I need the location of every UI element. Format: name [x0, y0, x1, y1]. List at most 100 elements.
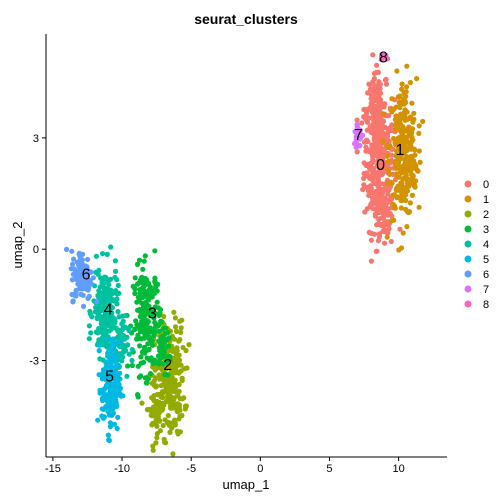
- point-cluster-0: [366, 192, 372, 198]
- point-cluster-2: [160, 406, 166, 412]
- point-cluster-1: [396, 153, 402, 159]
- point-cluster-5: [110, 406, 116, 412]
- point-cluster-3: [161, 350, 167, 357]
- point-cluster-6: [85, 256, 91, 262]
- point-cluster-0: [360, 186, 366, 193]
- point-cluster-5: [99, 413, 105, 419]
- point-cluster-0: [372, 126, 378, 132]
- point-cluster-2: [176, 338, 182, 344]
- point-cluster-2: [153, 375, 159, 381]
- point-cluster-0: [361, 139, 368, 145]
- point-cluster-0: [367, 86, 373, 92]
- point-cluster-2: [162, 381, 168, 387]
- point-cluster-4: [124, 334, 130, 340]
- point-cluster-0: [389, 152, 395, 158]
- point-cluster-1: [403, 93, 409, 99]
- point-cluster-0: [377, 116, 383, 122]
- legend-swatch-0: [464, 180, 472, 188]
- point-cluster-1: [420, 118, 426, 124]
- point-cluster-6: [69, 277, 75, 283]
- point-cluster-2: [179, 412, 185, 419]
- point-cluster-0: [371, 200, 377, 206]
- point-cluster-3: [150, 290, 156, 296]
- point-cluster-6: [84, 286, 90, 292]
- point-cluster-5: [96, 348, 102, 354]
- point-cluster-5: [103, 376, 109, 383]
- point-cluster-4: [107, 298, 113, 304]
- point-cluster-1: [391, 203, 398, 209]
- point-cluster-1: [384, 153, 390, 159]
- x-axis-title: umap_1: [223, 477, 270, 492]
- point-cluster-1: [398, 205, 404, 211]
- point-cluster-1: [414, 76, 420, 82]
- point-cluster-0: [381, 227, 387, 233]
- point-cluster-3: [155, 353, 162, 359]
- point-cluster-0: [370, 78, 376, 85]
- cluster-label-6: 6: [82, 266, 91, 283]
- point-cluster-3: [138, 329, 144, 335]
- point-cluster-2: [164, 420, 170, 426]
- point-cluster-2: [161, 313, 167, 320]
- point-cluster-8: [385, 56, 391, 62]
- point-cluster-1: [397, 104, 403, 111]
- legend-swatch-8: [464, 300, 472, 308]
- point-cluster-5: [104, 336, 110, 342]
- point-cluster-3: [132, 326, 138, 332]
- point-cluster-3: [146, 346, 152, 352]
- legend-swatch-7: [464, 285, 472, 293]
- point-cluster-4: [97, 356, 103, 362]
- point-cluster-0: [369, 142, 375, 148]
- point-cluster-2: [186, 342, 192, 348]
- point-cluster-0: [376, 216, 382, 223]
- cluster-label-0: 0: [376, 157, 385, 174]
- y-tick-label: 3: [33, 133, 39, 145]
- point-cluster-3: [156, 328, 162, 334]
- point-cluster-0: [380, 215, 386, 221]
- point-cluster-4: [129, 347, 135, 353]
- point-cluster-4: [95, 292, 101, 299]
- point-cluster-3: [146, 287, 152, 293]
- point-cluster-3: [142, 253, 148, 259]
- point-cluster-4: [86, 323, 92, 329]
- point-cluster-4: [86, 336, 92, 342]
- point-cluster-6: [80, 303, 87, 309]
- point-cluster-3: [138, 354, 144, 360]
- point-cluster-2: [165, 413, 171, 419]
- point-cluster-6: [80, 251, 86, 257]
- point-cluster-1: [416, 123, 422, 129]
- point-cluster-3: [157, 307, 164, 313]
- point-cluster-1: [388, 179, 394, 185]
- point-cluster-1: [403, 192, 409, 198]
- point-cluster-3: [140, 266, 146, 272]
- point-cluster-5: [105, 432, 111, 438]
- point-cluster-0: [377, 86, 383, 92]
- point-cluster-0: [373, 132, 379, 138]
- point-cluster-8: [380, 54, 387, 61]
- point-cluster-0: [361, 182, 367, 188]
- point-cluster-3: [134, 336, 140, 342]
- point-cluster-7: [357, 136, 363, 142]
- point-cluster-0: [386, 206, 392, 212]
- point-cluster-3: [145, 341, 151, 347]
- point-cluster-0: [361, 107, 367, 113]
- point-cluster-4: [124, 373, 130, 379]
- point-cluster-0: [366, 229, 372, 235]
- point-cluster-3: [167, 357, 173, 363]
- point-cluster-2: [179, 317, 185, 323]
- point-cluster-1: [406, 129, 412, 135]
- legend-swatch-4: [464, 240, 472, 248]
- point-cluster-2: [178, 368, 184, 374]
- legend-swatch-2: [464, 210, 472, 218]
- point-cluster-3: [165, 372, 171, 378]
- point-cluster-2: [139, 400, 145, 406]
- point-cluster-5: [108, 348, 114, 354]
- point-cluster-1: [403, 100, 409, 106]
- point-cluster-3: [147, 371, 154, 377]
- point-cluster-5: [101, 391, 107, 397]
- point-cluster-1: [409, 179, 416, 185]
- point-cluster-5: [95, 417, 101, 423]
- legend-label-7: 7: [483, 284, 489, 296]
- point-cluster-0: [368, 92, 375, 98]
- point-cluster-4: [107, 323, 113, 329]
- point-cluster-0: [373, 195, 379, 201]
